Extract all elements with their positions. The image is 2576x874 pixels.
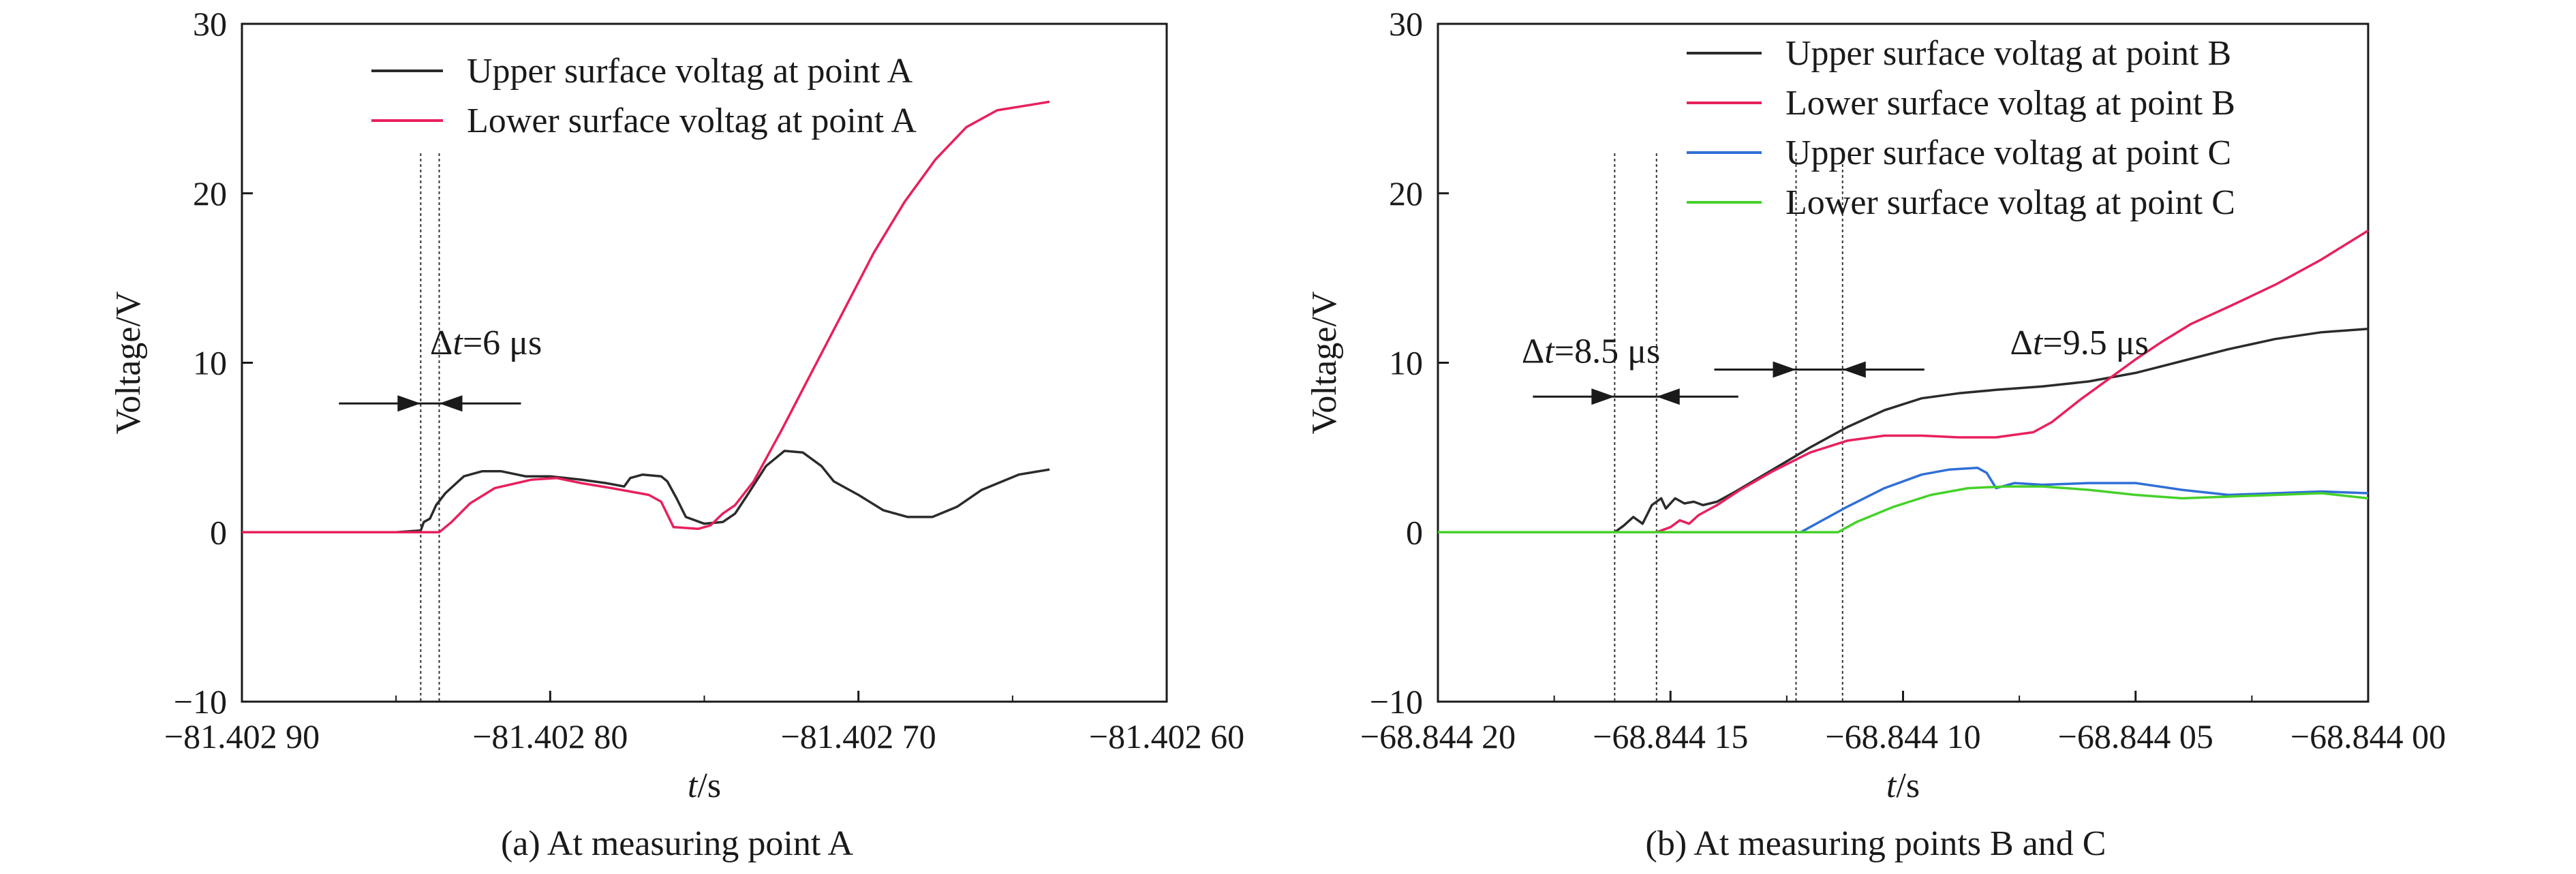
chart-b-arrow-head: [1842, 361, 1866, 378]
chart-b-y-tick-label: −10: [1370, 683, 1423, 721]
chart-a-annotation-delta: Δ: [430, 324, 453, 362]
chart-b-x-axis-label: t/s: [1886, 766, 1920, 805]
chart-a-annotation-value: =6 μs: [463, 324, 542, 362]
chart-b-x-tick-label: −68.844 00: [2290, 717, 2446, 755]
chart-b-annotation-delta: Δ: [2010, 324, 2032, 362]
chart-b-x-tick-label: −68.844 15: [1593, 717, 1748, 755]
chart-b-x-tick-label: −68.844 10: [1825, 717, 1980, 755]
chart-a-x-axis-var: t: [688, 766, 699, 805]
chart-a-x-axis-label: t/s: [688, 766, 721, 805]
chart-a-annotation-var: t: [453, 324, 463, 362]
chart-a-x-tick-label: −81.402 80: [472, 717, 628, 755]
chart-a-y-tick-label: 20: [193, 174, 227, 213]
chart-a-legend-label: Upper surface voltag at point A: [467, 52, 913, 91]
chart-b-x-tick-label: −68.844 05: [2058, 717, 2213, 755]
chart-b-x-tick-label: −68.844 20: [1360, 717, 1516, 755]
chart-b-legend-label: Upper surface voltag at point C: [1785, 134, 2231, 172]
chart-b-legend-label: Lower surface voltag at point C: [1785, 183, 2235, 222]
chart-a-series-line-2: [242, 100, 1050, 534]
chart-b-annotation: Δt=8.5 μs: [1522, 332, 1660, 371]
chart-a-annotation: Δt=6 μs: [430, 324, 542, 362]
chart-b-x-axis-var: t: [1886, 766, 1897, 805]
chart-b-annotation-value: =9.5 μs: [2042, 324, 2148, 362]
chart-b-y-tick-label: 0: [1406, 513, 1423, 551]
chart-panel-b: −10 0 10 20 30 −68.844 20 −68.844 15 −68.844 10…: [1305, 5, 2446, 863]
chart-a-legend-label: Lower surface voltag at point A: [467, 102, 917, 140]
chart-b-series-line-1: [1438, 328, 2369, 534]
chart-a-y-tick-label: 30: [193, 5, 227, 43]
chart-a-y-tick-label: 10: [193, 344, 227, 382]
chart-b-series-line-4: [1438, 485, 2369, 534]
chart-a-x-tick-label: −81.402 70: [781, 717, 936, 755]
chart-a-y-tick-label: 0: [210, 513, 227, 551]
chart-b-y-tick-label: 30: [1389, 5, 1423, 43]
chart-a-x-tick-label: −81.402 90: [164, 717, 320, 755]
chart-a-caption: (a) At measuring point A: [501, 824, 853, 863]
chart-b-y-tick-label: 20: [1389, 174, 1423, 213]
chart-a-y-tick-label: −10: [174, 683, 227, 721]
chart-b-arrow-head: [1591, 388, 1615, 405]
chart-b-caption: (b) At measuring points B and C: [1646, 824, 2106, 863]
chart-a-arrow-head: [397, 395, 421, 412]
chart-a-arrow-head: [439, 395, 463, 412]
chart-b-annotation-delta: Δ: [1522, 332, 1544, 371]
chart-b-x-axis-unit: /s: [1896, 766, 1920, 805]
chart-panel-a: −10 0 10 20 30 −81.402 90 −81.402 80 −81.402 70…: [109, 5, 1244, 863]
chart-b-annotation-value: =8.5 μs: [1554, 332, 1660, 371]
chart-a-series-line-1: [242, 450, 1050, 534]
chart-a-x-axis-unit: /s: [697, 766, 721, 805]
chart-b-y-axis-label: Voltage/V: [1305, 292, 1344, 435]
chart-a-y-axis-label: Voltage/V: [109, 292, 148, 435]
chart-b-series-line-3: [1438, 466, 2369, 534]
chart-a-x-tick-label: −81.402 60: [1089, 717, 1244, 755]
chart-b-legend-label: Upper surface voltag at point B: [1785, 34, 2231, 73]
chart-b-arrow-head: [1656, 388, 1680, 405]
chart-b-legend-label: Lower surface voltag at point B: [1785, 84, 2235, 123]
chart-b-y-tick-label: 10: [1389, 344, 1423, 382]
chart-b-annotation: Δt=9.5 μs: [2010, 324, 2148, 362]
chart-b-annotation-var: t: [1544, 332, 1555, 371]
chart-b-annotation-var: t: [2033, 324, 2044, 362]
chart-b-arrow-head: [1773, 361, 1796, 378]
chart-b-series-line-2: [1438, 230, 2369, 534]
